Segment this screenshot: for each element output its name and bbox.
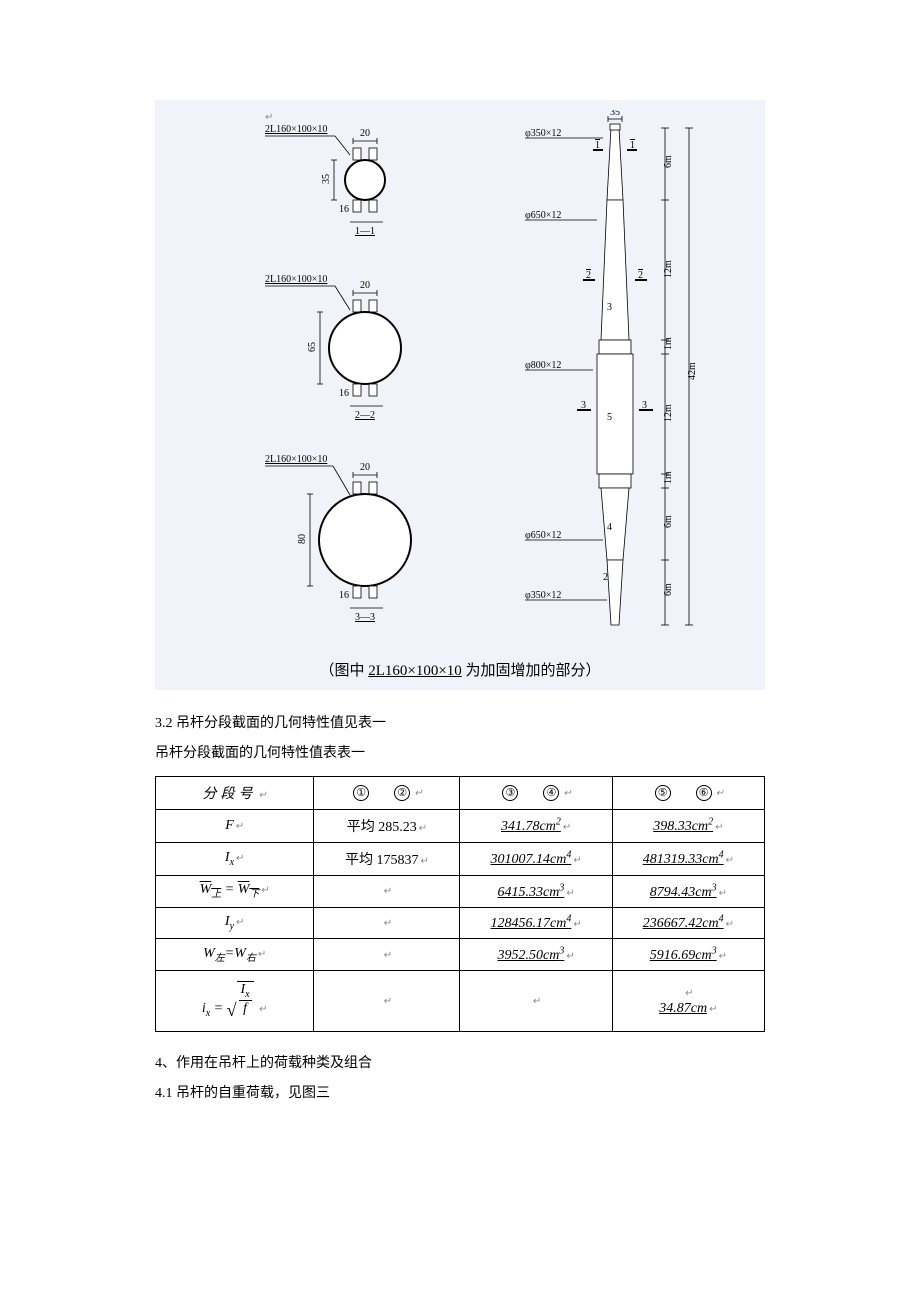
seg-h-1: 6m — [663, 155, 674, 168]
col-5: ⑤ — [655, 785, 671, 801]
table-row: ix = √Ixf ↵ ↵ ↵ ↵34.87cm↵ — [156, 970, 765, 1031]
caption-mid: 2L160×100×10 — [368, 663, 462, 679]
dim-bot: 16 — [339, 590, 349, 601]
dim-top: 20 — [360, 462, 370, 473]
page: 2L160×100×10 20 35 16 — [0, 0, 920, 1170]
dim-bot: 16 — [339, 204, 349, 215]
seg-h-6: 6m — [663, 515, 674, 528]
figure-area: 2L160×100×10 20 35 16 — [155, 100, 765, 690]
table-title: 吊杆分段截面的几何特性值表表一 — [155, 740, 765, 768]
col-3: ③ — [502, 785, 518, 801]
section-4: 4、作用在吊杆上的荷载种类及组合 — [155, 1050, 765, 1078]
svg-text:3: 3 — [607, 302, 612, 313]
section-label: 2—2 — [355, 410, 375, 421]
elevation-view: 35 φ350×12 1 1 φ650×12 2 2 3 — [465, 110, 725, 645]
header-label: 分段号 — [202, 787, 256, 802]
figure-caption: （图中 2L160×100×10 为加固增加的部分） — [155, 651, 765, 684]
col-4: ④ — [543, 785, 559, 801]
section-label: 1—1 — [355, 226, 375, 237]
seg-h-5: 1m — [663, 471, 674, 484]
col-6: ⑥ — [696, 785, 712, 801]
svg-text:3: 3 — [642, 400, 647, 411]
dim-bot: 16 — [339, 388, 349, 399]
caption-prefix: （图中 — [319, 663, 368, 679]
dim-side: 35 — [321, 174, 332, 184]
section-4-1: 4.1 吊杆的自重荷载，见图三 — [155, 1080, 765, 1108]
dim-top: 20 — [360, 128, 370, 139]
table-row: Iy↵ ↵ 128456.17cm4↵ 236667.42cm4↵ — [156, 907, 765, 939]
pipe-label-5: φ350×12 — [525, 590, 561, 601]
seg-h-2: 12m — [663, 260, 674, 278]
svg-text:↵: ↵ — [265, 112, 273, 123]
seg-h-4: 12m — [663, 404, 674, 422]
svg-text:1: 1 — [630, 140, 635, 151]
properties-table: 分段号↵ ① ②↵ ③ ④↵ ⑤ ⑥↵ F↵ 平均 285.23↵ 341.78… — [155, 776, 765, 1032]
angle-label: 2L160×100×10 — [265, 274, 327, 285]
section-3-2: 3.2 吊杆分段截面的几何特性值见表一 — [155, 710, 765, 738]
dim-side: 80 — [297, 534, 308, 544]
pipe-label-4: φ650×12 — [525, 530, 561, 541]
table-row: W左=W右↵ ↵ 3952.50cm3↵ 5916.69cm3↵ — [156, 939, 765, 971]
cell: 平均 285.23 — [347, 820, 417, 835]
total-height: 42m — [687, 362, 698, 380]
cell: 平均 175837 — [345, 853, 419, 868]
section-label: 3—3 — [355, 612, 375, 623]
angle-label: 2L160×100×10 — [265, 454, 327, 465]
dim-side: 65 — [307, 342, 318, 352]
pipe-label-1: φ350×12 — [525, 128, 561, 139]
dim-top: 20 — [360, 280, 370, 291]
col-2: ② — [394, 785, 410, 801]
col-1: ① — [353, 785, 369, 801]
cross-section-1: 2L160×100×10 20 35 16 — [265, 110, 435, 255]
table-row: W上 = W下↵ ↵ 6415.33cm3↵ 8794.43cm3↵ — [156, 876, 765, 908]
svg-text:4: 4 — [607, 522, 612, 533]
svg-text:2: 2 — [586, 270, 591, 281]
seg-h-3: 1m — [663, 337, 674, 350]
seg-h-7: 6m — [663, 583, 674, 596]
pipe-label-3: φ800×12 — [525, 360, 561, 371]
caption-suffix: 为加固增加的部分） — [462, 663, 601, 679]
svg-text:2: 2 — [638, 270, 643, 281]
svg-text:2: 2 — [603, 572, 608, 583]
table-row: Ix↵ 平均 175837↵ 301007.14cm4↵ 481319.33cm… — [156, 843, 765, 876]
table-header-row: 分段号↵ ① ②↵ ③ ④↵ ⑤ ⑥↵ — [156, 777, 765, 810]
angle-label: 2L160×100×10 — [265, 124, 327, 135]
svg-text:3: 3 — [581, 400, 586, 411]
svg-text:5: 5 — [607, 412, 612, 423]
top-dim: 35 — [610, 110, 620, 118]
pipe-label-2: φ650×12 — [525, 210, 561, 221]
cross-section-2: 2L160×100×10 20 65 16 2—2 — [265, 260, 435, 435]
table-row: F↵ 平均 285.23↵ 341.78cm2↵ 398.33cm2↵ — [156, 810, 765, 843]
svg-text:1: 1 — [595, 140, 600, 151]
cross-section-3: 2L160×100×10 20 80 16 3—3 — [265, 440, 445, 645]
